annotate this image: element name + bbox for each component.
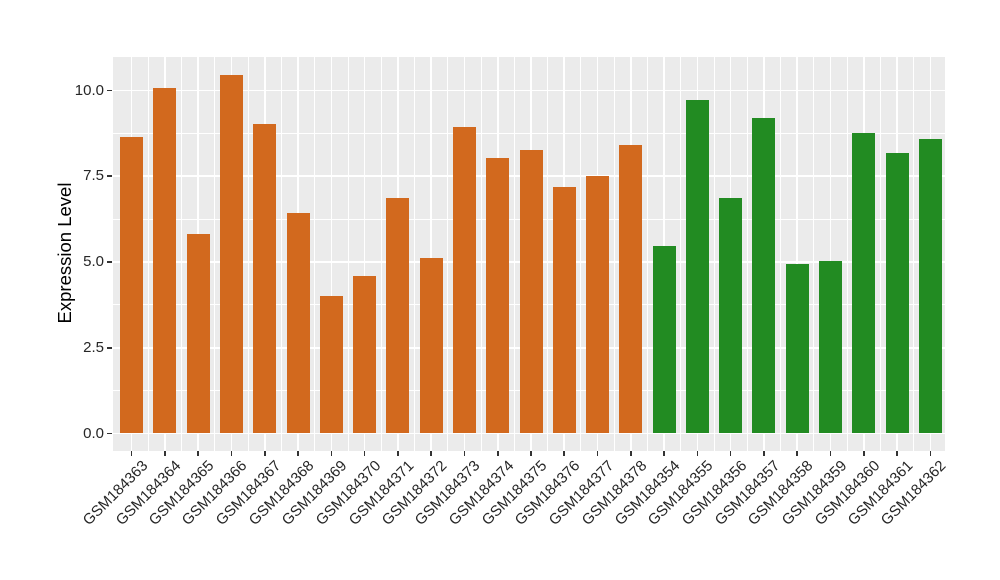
gridline-major-h bbox=[113, 89, 945, 92]
gridline-minor-v bbox=[480, 57, 482, 451]
gridline-minor-h bbox=[113, 132, 945, 134]
gridline-major-v bbox=[430, 57, 432, 451]
y-axis-title: Expression Level bbox=[54, 182, 75, 324]
x-tick-mark bbox=[896, 451, 898, 456]
gridline-minor-v bbox=[181, 57, 182, 451]
gridline-minor-v bbox=[314, 57, 316, 451]
gridline-minor-v bbox=[680, 57, 682, 451]
gridline-minor-v bbox=[746, 57, 748, 451]
y-tick-label: 10.0 bbox=[74, 81, 104, 99]
y-tick-mark bbox=[107, 346, 112, 349]
gridline-minor-v bbox=[347, 57, 349, 451]
gridline-minor-v bbox=[780, 57, 782, 451]
y-tick-mark bbox=[107, 261, 112, 263]
x-tick-mark bbox=[663, 451, 665, 456]
gridline-minor-v bbox=[147, 57, 149, 451]
bar-GSM184363 bbox=[120, 137, 144, 434]
bar-GSM184369 bbox=[319, 295, 343, 434]
bar-GSM184372 bbox=[419, 257, 443, 434]
x-tick-mark bbox=[696, 451, 699, 456]
x-tick-mark bbox=[729, 451, 732, 456]
bar-GSM184362 bbox=[918, 138, 942, 434]
x-tick-mark bbox=[230, 451, 233, 456]
bar-GSM184358 bbox=[785, 264, 809, 434]
x-tick-mark bbox=[463, 451, 466, 456]
gridline-minor-v bbox=[214, 57, 216, 451]
gridline-major-v bbox=[330, 57, 333, 451]
bar-GSM184368 bbox=[286, 212, 310, 434]
bar-GSM184354 bbox=[652, 245, 676, 434]
x-tick-mark bbox=[197, 451, 199, 456]
x-tick-mark bbox=[796, 451, 799, 456]
bar-GSM184360 bbox=[852, 132, 876, 434]
bar-GSM184377 bbox=[586, 175, 610, 434]
bar-GSM184371 bbox=[386, 197, 410, 434]
y-tick-mark bbox=[107, 432, 112, 435]
x-tick-mark bbox=[263, 451, 266, 456]
bar-GSM184376 bbox=[552, 187, 576, 434]
x-tick-mark bbox=[763, 451, 765, 456]
bar-GSM184357 bbox=[752, 117, 776, 434]
bar-GSM184366 bbox=[219, 75, 243, 434]
bar-GSM184370 bbox=[353, 276, 377, 434]
y-tick-label: 7.5 bbox=[83, 167, 104, 185]
x-tick-mark bbox=[863, 451, 865, 456]
bar-GSM184373 bbox=[452, 127, 476, 434]
y-tick-mark bbox=[107, 89, 112, 92]
x-tick-mark bbox=[530, 451, 532, 456]
gridline-minor-v bbox=[813, 57, 815, 451]
gridline-minor-v bbox=[613, 57, 615, 451]
plot-panel bbox=[113, 57, 945, 451]
gridline-minor-v bbox=[647, 57, 648, 451]
y-tick-label: 2.5 bbox=[83, 338, 104, 356]
gridline-minor-v bbox=[913, 57, 915, 451]
gridline-minor-v bbox=[879, 57, 881, 451]
x-tick-mark bbox=[496, 451, 499, 456]
x-tick-mark bbox=[330, 451, 333, 456]
x-tick-mark bbox=[430, 451, 432, 456]
gridline-minor-v bbox=[247, 57, 249, 451]
gridline-minor-v bbox=[513, 57, 515, 451]
gridline-major-v bbox=[829, 57, 832, 451]
gridline-minor-v bbox=[713, 57, 715, 451]
gridline-major-v bbox=[796, 57, 799, 451]
y-tick-label: 5.0 bbox=[83, 253, 104, 270]
x-tick-mark bbox=[164, 451, 166, 456]
x-tick-mark bbox=[130, 451, 133, 456]
gridline-major-h bbox=[113, 432, 945, 435]
gridline-minor-v bbox=[447, 57, 449, 451]
bar-GSM184375 bbox=[519, 149, 543, 434]
gridline-major-v bbox=[363, 57, 366, 451]
bar-GSM184355 bbox=[685, 99, 709, 434]
gridline-minor-v bbox=[280, 57, 282, 451]
gridline-minor-v bbox=[380, 57, 382, 451]
x-tick-mark bbox=[630, 451, 632, 456]
gridline-minor-v bbox=[414, 57, 415, 451]
bar-GSM184367 bbox=[253, 123, 277, 434]
y-tick-mark bbox=[107, 175, 112, 178]
bar-GSM184364 bbox=[153, 88, 177, 434]
bar-GSM184359 bbox=[819, 260, 843, 434]
gridline-minor-v bbox=[846, 57, 848, 451]
gridline-minor-v bbox=[547, 57, 549, 451]
x-tick-mark bbox=[397, 451, 399, 456]
bar-GSM184374 bbox=[486, 158, 510, 434]
gridline-minor-v bbox=[580, 57, 582, 451]
bar-GSM184378 bbox=[619, 144, 643, 434]
bar-GSM184365 bbox=[186, 234, 210, 434]
x-tick-mark bbox=[596, 451, 599, 456]
x-tick-mark bbox=[563, 451, 566, 456]
x-tick-mark bbox=[363, 451, 366, 456]
y-tick-label: 0.0 bbox=[83, 424, 104, 442]
x-tick-mark bbox=[929, 451, 932, 456]
x-tick-mark bbox=[829, 451, 832, 456]
x-tick-mark bbox=[297, 451, 299, 456]
bar-GSM184361 bbox=[885, 153, 909, 434]
bar-GSM184356 bbox=[719, 197, 743, 434]
